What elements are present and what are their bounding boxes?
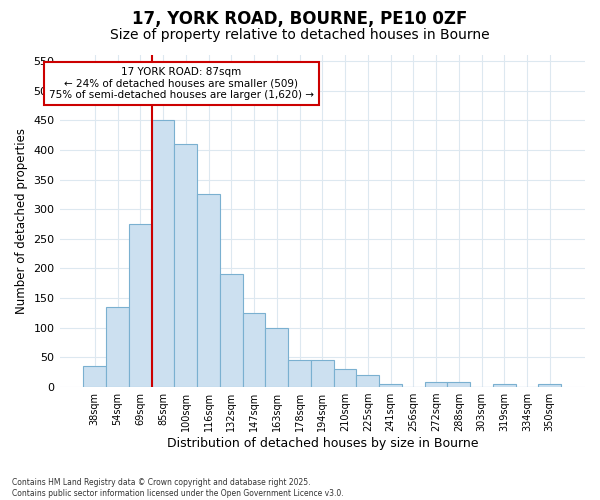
Bar (265, 328, 288, 387)
Bar (448, 382, 470, 387)
X-axis label: Distribution of detached houses by size in Bourne: Distribution of detached houses by size … (167, 437, 478, 450)
Text: 17, YORK ROAD, BOURNE, PE10 0ZF: 17, YORK ROAD, BOURNE, PE10 0ZF (133, 10, 467, 28)
Bar (106, 307, 129, 387)
Bar (197, 194, 220, 387)
Bar (311, 360, 334, 387)
Bar (288, 360, 311, 387)
Text: 17 YORK ROAD: 87sqm
← 24% of detached houses are smaller (509)
75% of semi-detac: 17 YORK ROAD: 87sqm ← 24% of detached ho… (49, 67, 314, 100)
Bar (538, 384, 561, 387)
Bar (425, 382, 448, 387)
Bar (129, 224, 152, 387)
Bar (334, 370, 356, 387)
Bar (493, 384, 515, 387)
Text: Contains HM Land Registry data © Crown copyright and database right 2025.
Contai: Contains HM Land Registry data © Crown c… (12, 478, 344, 498)
Y-axis label: Number of detached properties: Number of detached properties (15, 128, 28, 314)
Bar (356, 375, 379, 387)
Text: Size of property relative to detached houses in Bourne: Size of property relative to detached ho… (110, 28, 490, 42)
Bar (220, 274, 242, 387)
Bar (83, 366, 106, 387)
Bar (242, 313, 265, 387)
Bar (175, 144, 197, 387)
Bar (152, 120, 175, 387)
Bar (379, 384, 402, 387)
